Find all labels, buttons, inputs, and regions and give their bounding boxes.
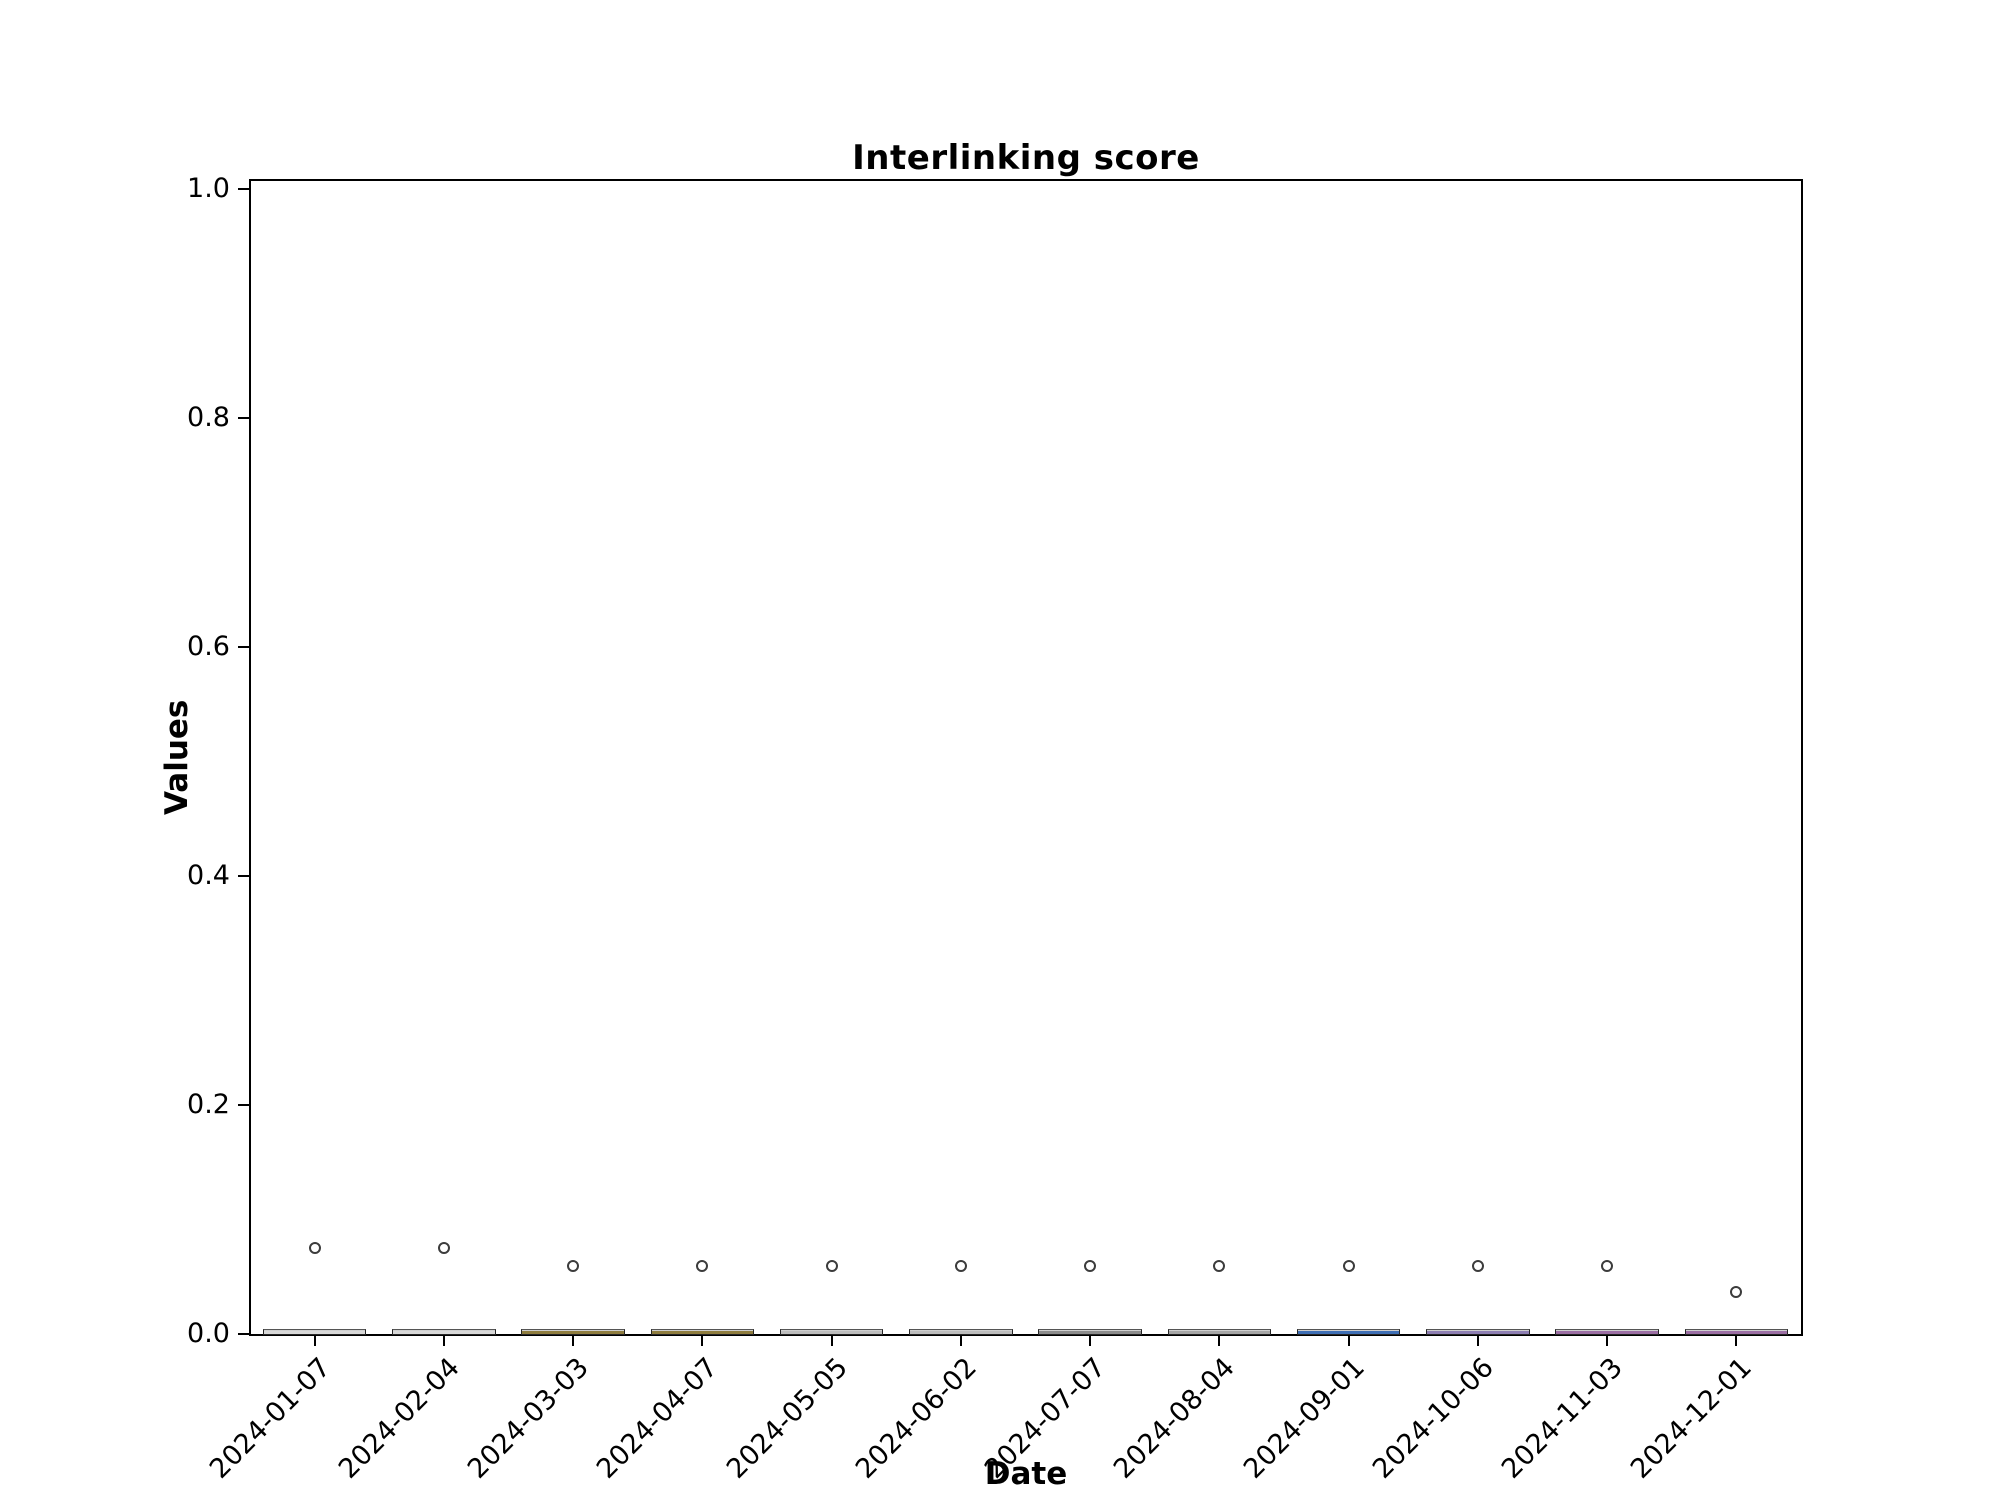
median-line [780, 1330, 883, 1331]
outlier-marker [1213, 1260, 1226, 1273]
y-tick-mark [238, 417, 249, 419]
median-line [1427, 1330, 1529, 1331]
boxplot-box [909, 1329, 1013, 1335]
x-tick-mark [1089, 1335, 1092, 1346]
boxplot-box [521, 1329, 625, 1335]
y-tick-mark [238, 875, 249, 877]
x-axis-label: Date [984, 1456, 1068, 1492]
median-line [1297, 1330, 1400, 1331]
x-tick-mark [313, 1335, 316, 1346]
y-tick-mark [238, 1104, 249, 1106]
outlier-marker [1471, 1260, 1484, 1273]
boxplot-box [779, 1329, 884, 1335]
x-tick-label: 2024-12-01 [1579, 1352, 1758, 1485]
outlier-marker [825, 1260, 838, 1273]
median-line [393, 1330, 495, 1331]
outlier-marker [308, 1242, 321, 1255]
y-tick-label: 0.8 [187, 402, 230, 433]
plot-area [249, 179, 1803, 1336]
y-tick-mark [238, 1333, 249, 1335]
median-line [1556, 1330, 1658, 1331]
boxplot-box [392, 1329, 496, 1335]
x-tick-mark [442, 1335, 445, 1346]
x-tick-mark [701, 1335, 704, 1346]
outlier-marker [1730, 1285, 1743, 1298]
boxplot-box [1296, 1329, 1401, 1335]
x-tick-mark [1735, 1335, 1738, 1346]
median-line [1039, 1330, 1141, 1331]
outlier-marker [1342, 1260, 1355, 1273]
y-tick-mark [238, 188, 249, 190]
outlier-marker [1601, 1260, 1614, 1273]
x-tick-mark [830, 1335, 833, 1346]
outlier-marker [696, 1260, 709, 1273]
boxplot-box [1038, 1329, 1142, 1335]
chart-title: Interlinking score [852, 138, 1200, 178]
median-line [1168, 1330, 1271, 1331]
y-tick-mark [238, 646, 249, 648]
x-tick-mark [959, 1335, 962, 1346]
y-tick-label: 0.0 [187, 1318, 230, 1349]
boxplot-box [1167, 1329, 1272, 1335]
x-tick-mark [1606, 1335, 1609, 1346]
boxplot-box [1684, 1329, 1789, 1335]
x-tick-mark [1218, 1335, 1221, 1346]
median-line [651, 1330, 754, 1331]
boxplot-box [1555, 1329, 1659, 1335]
boxplot-box [1426, 1329, 1530, 1335]
y-tick-label: 0.4 [187, 860, 230, 891]
x-tick-mark [1347, 1335, 1350, 1346]
y-tick-label: 1.0 [187, 173, 230, 204]
y-axis-label: Values [159, 699, 195, 816]
median-line [263, 1330, 366, 1331]
y-tick-label: 0.2 [187, 1089, 230, 1120]
outlier-marker [567, 1260, 580, 1273]
outlier-marker [1084, 1260, 1097, 1273]
median-line [1685, 1330, 1788, 1331]
y-tick-label: 0.6 [187, 631, 230, 662]
boxplot-box [650, 1329, 755, 1335]
x-tick-mark [572, 1335, 575, 1346]
outlier-marker [954, 1260, 967, 1273]
median-line [522, 1330, 624, 1331]
median-line [910, 1330, 1012, 1331]
outlier-marker [437, 1242, 450, 1255]
boxplot-box [262, 1329, 367, 1335]
x-tick-mark [1476, 1335, 1479, 1346]
